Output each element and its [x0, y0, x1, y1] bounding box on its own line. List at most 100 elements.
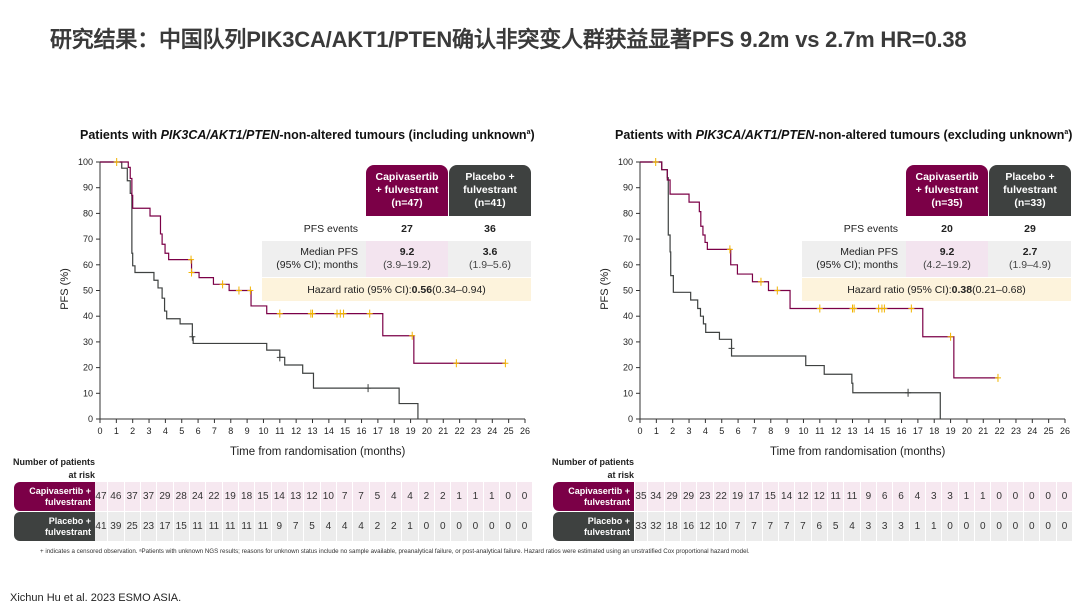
- placebo-censor-mark: [905, 388, 912, 397]
- risk-cell-capivasertib: 17: [746, 482, 763, 511]
- risk-cell-placebo: 39: [108, 512, 125, 541]
- title-text: ): [1068, 128, 1073, 142]
- risk-cell-capivasertib: 37: [124, 482, 141, 511]
- risk-cell-capivasertib: 47: [94, 482, 109, 511]
- y-tick-label: 70: [83, 234, 93, 244]
- x-tick-label: 19: [946, 426, 956, 436]
- capivasertib-censor-mark: [908, 304, 915, 313]
- x-tick-label: 21: [438, 426, 448, 436]
- capivasertib-censor-mark: [276, 309, 283, 318]
- capivasertib-survival-curve: [640, 161, 998, 379]
- risk-cell-placebo: 33: [634, 512, 649, 541]
- y-tick-label: 30: [623, 337, 633, 347]
- risk-cell-capivasertib: 5: [369, 482, 387, 511]
- x-tick-label: 10: [258, 426, 268, 436]
- risk-cell-capivasertib: 2: [418, 482, 436, 511]
- placebo-survival-curve: [640, 161, 941, 419]
- x-tick-label: 12: [291, 426, 301, 436]
- title-text: Patients with: [80, 128, 161, 142]
- hr-ci: (0.21–0.68): [972, 283, 1026, 296]
- risk-cell-placebo: 17: [157, 512, 174, 541]
- y-tick-label: 80: [83, 208, 93, 218]
- risk-cell-capivasertib: 1: [467, 482, 485, 511]
- x-tick-label: 26: [520, 426, 530, 436]
- x-tick-label: 1: [114, 426, 119, 436]
- y-tick-label: 70: [623, 234, 633, 244]
- y-tick-label: 10: [83, 388, 93, 398]
- title-text: Patients with: [615, 128, 696, 142]
- x-axis-label: Time from randomisation (months): [230, 446, 406, 458]
- capivasertib-censor-mark: [757, 277, 764, 286]
- y-tick-label: 20: [83, 363, 93, 373]
- risk-cell-capivasertib: 0: [1024, 482, 1041, 511]
- risk-cell-capivasertib: 29: [157, 482, 174, 511]
- risk-cell-capivasertib: 9: [860, 482, 878, 511]
- x-tick-label: 24: [487, 426, 497, 436]
- hr-value: 0.38: [951, 283, 973, 296]
- risk-cell-placebo: 1: [402, 512, 419, 541]
- risk-cell-capivasertib: 1: [451, 482, 468, 511]
- y-axis-label: PFS (%): [58, 268, 71, 310]
- risk-cell-placebo: 11: [189, 512, 207, 541]
- risk-cell-capivasertib: 12: [811, 482, 828, 511]
- placebo-censor-mark: [276, 353, 283, 362]
- x-tick-label: 0: [97, 426, 102, 436]
- risk-cell-placebo: 2: [369, 512, 387, 541]
- risk-cell-capivasertib: 11: [844, 482, 861, 511]
- risk-cell-placebo: 41: [94, 512, 109, 541]
- x-tick-label: 23: [471, 426, 481, 436]
- hr-ci: (0.34–0.94): [432, 283, 486, 296]
- y-tick-label: 50: [83, 286, 93, 296]
- legend-capivasertib-header: Capivasertib + fulvestrant (n=35): [906, 165, 988, 216]
- risk-cell-placebo: 32: [648, 512, 665, 541]
- x-tick-label: 24: [1027, 426, 1037, 436]
- risk-cell-placebo: 6: [811, 512, 828, 541]
- y-tick-label: 50: [623, 286, 633, 296]
- risk-cell-placebo: 0: [484, 512, 501, 541]
- panel-excluding-unknown: Patients with PIK3CA/AKT1/PTEN-non-alter…: [540, 0, 1080, 610]
- x-tick-label: 22: [995, 426, 1005, 436]
- risk-cell-capivasertib: 28: [173, 482, 190, 511]
- risk-cell-placebo: 3: [877, 512, 894, 541]
- median-pfs-label: Median PFS (95% CI); months: [276, 246, 358, 271]
- risk-cell-placebo: 7: [795, 512, 812, 541]
- x-tick-label: 11: [815, 426, 824, 436]
- capivasertib-censor-mark: [774, 286, 781, 295]
- risk-cell-placebo: 0: [975, 512, 992, 541]
- risk-cell-placebo: 4: [320, 512, 338, 541]
- x-tick-label: 10: [798, 426, 808, 436]
- x-tick-label: 20: [962, 426, 972, 436]
- y-tick-label: 100: [618, 157, 633, 167]
- x-tick-label: 6: [736, 426, 741, 436]
- capivasertib-censor-mark: [652, 158, 659, 166]
- risk-cell-capivasertib: 37: [140, 482, 158, 511]
- median-placebo: 2.7: [1022, 246, 1038, 258]
- x-tick-label: 11: [275, 426, 284, 436]
- risk-cell-placebo: 5: [827, 512, 845, 541]
- y-tick-label: 60: [83, 260, 93, 270]
- risk-cell-capivasertib: 7: [353, 482, 370, 511]
- y-axis-label: PFS (%): [598, 268, 611, 310]
- risk-cell-placebo: 0: [991, 512, 1008, 541]
- risk-cell-placebo: 4: [353, 512, 370, 541]
- x-tick-label: 14: [324, 426, 334, 436]
- pfs-events-placebo: 29: [1024, 223, 1036, 235]
- x-tick-label: 21: [978, 426, 988, 436]
- risk-cell-placebo: 0: [435, 512, 452, 541]
- chart-title: Patients with PIK3CA/AKT1/PTEN-non-alter…: [615, 128, 1072, 142]
- risk-cell-placebo: 11: [255, 512, 272, 541]
- risk-cell-capivasertib: 15: [762, 482, 779, 511]
- risk-cell-placebo: 0: [500, 512, 517, 541]
- risk-table-heading: Number of patients at risk: [552, 457, 635, 480]
- x-tick-label: 3: [147, 426, 152, 436]
- risk-cell-capivasertib: 29: [664, 482, 681, 511]
- x-tick-label: 12: [831, 426, 841, 436]
- y-tick-label: 40: [623, 311, 633, 321]
- placebo-censor-mark: [189, 332, 196, 341]
- capivasertib-censor-mark: [188, 268, 195, 277]
- risk-cell-capivasertib: 1: [958, 482, 976, 511]
- risk-cell-placebo: 0: [1056, 512, 1074, 541]
- placebo-censor-mark: [365, 384, 372, 393]
- median-placebo: 3.6: [482, 246, 498, 258]
- risk-cell-capivasertib: 0: [991, 482, 1008, 511]
